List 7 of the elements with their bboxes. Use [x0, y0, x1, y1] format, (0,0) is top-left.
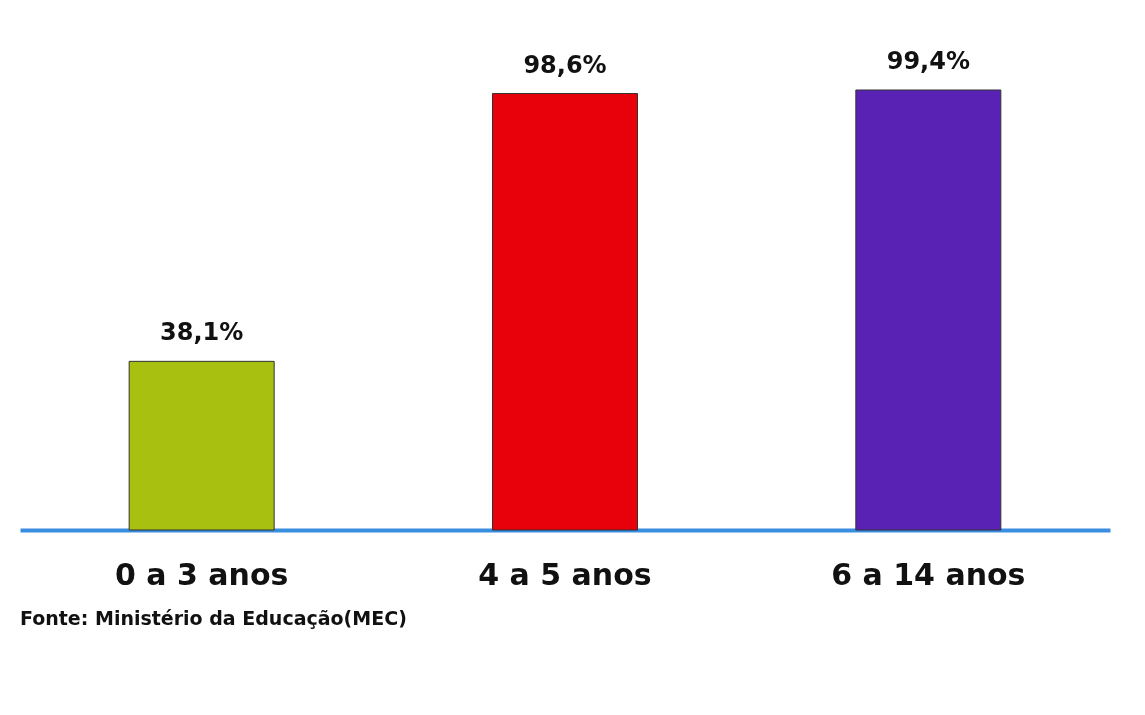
- x-tick-label: 4 a 5 anos: [478, 556, 652, 592]
- data-label: 99,4%: [886, 47, 970, 75]
- x-tick-label: 0 a 3 anos: [114, 556, 289, 592]
- source-note: Fonte: Ministério da Educação(MEC): [20, 607, 407, 629]
- data-label: 38,1%: [160, 318, 244, 347]
- data-label: 98,6%: [523, 50, 607, 79]
- x-tick-label: 6 a 14 anos: [831, 556, 1026, 592]
